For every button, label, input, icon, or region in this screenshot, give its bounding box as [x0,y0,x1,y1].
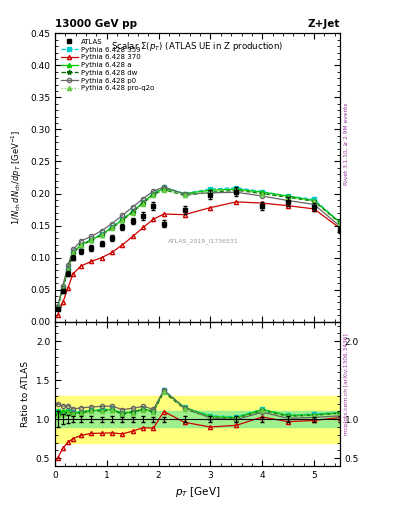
Text: Scalar $\Sigma(p_T)$ (ATLAS UE in Z production): Scalar $\Sigma(p_T)$ (ATLAS UE in Z prod… [112,40,283,53]
Legend: ATLAS, Pythia 6.428 359, Pythia 6.428 370, Pythia 6.428 a, Pythia 6.428 dw, Pyth: ATLAS, Pythia 6.428 359, Pythia 6.428 37… [59,37,156,93]
Text: Z+Jet: Z+Jet [308,19,340,29]
X-axis label: $p_T$ [GeV]: $p_T$ [GeV] [175,485,220,499]
Y-axis label: Ratio to ATLAS: Ratio to ATLAS [21,361,30,427]
Text: ATLAS_2019_I1736531: ATLAS_2019_I1736531 [168,238,239,244]
Text: Rivet 3.1.10, ≥ 2.9M events: Rivet 3.1.10, ≥ 2.9M events [344,102,349,185]
Text: 13000 GeV pp: 13000 GeV pp [55,19,137,29]
Y-axis label: $1/N_\mathrm{ch}\,dN_\mathrm{ch}/dp_T\;[\mathrm{GeV}^{-1}]$: $1/N_\mathrm{ch}\,dN_\mathrm{ch}/dp_T\;[… [10,130,24,225]
Text: mcplots.cern.ch [arXiv:1306.3436]: mcplots.cern.ch [arXiv:1306.3436] [344,333,349,435]
